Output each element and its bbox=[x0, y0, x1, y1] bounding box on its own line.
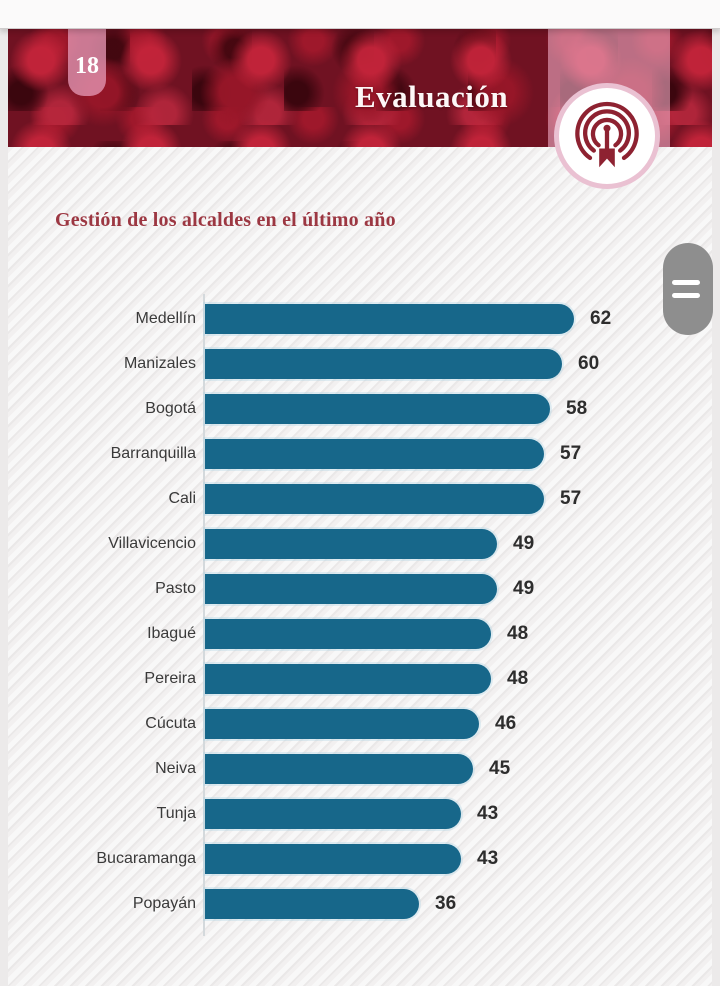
chart-row: Popayán 36 bbox=[8, 881, 712, 926]
bar bbox=[205, 573, 497, 604]
chart-row: Manizales 60 bbox=[8, 341, 712, 386]
bar-label: Medellín bbox=[135, 309, 196, 327]
poll-target-icon-svg bbox=[575, 101, 639, 168]
page-number-tab: 18 bbox=[68, 29, 106, 96]
bar bbox=[205, 843, 461, 874]
chart-row: Bucaramanga 43 bbox=[8, 836, 712, 881]
bar-value: 48 bbox=[507, 622, 529, 644]
bar-value: 57 bbox=[560, 442, 582, 464]
bar bbox=[205, 888, 419, 919]
report-page: 18 Evaluación Gestión de los alcaldes en… bbox=[8, 29, 712, 986]
bar bbox=[205, 753, 473, 784]
bar bbox=[205, 348, 562, 379]
bar-label: Barranquilla bbox=[110, 444, 196, 462]
bar-label: Ibagué bbox=[147, 624, 196, 642]
chart-row: Ibagué 48 bbox=[8, 611, 712, 656]
y-axis bbox=[203, 294, 205, 936]
bar bbox=[205, 393, 550, 424]
chart-row: Cali 57 bbox=[8, 476, 712, 521]
bar-value: 43 bbox=[477, 802, 499, 824]
bar-label: Popayán bbox=[132, 894, 196, 912]
bar bbox=[205, 528, 497, 559]
bar-label: Bogotá bbox=[145, 399, 196, 417]
previous-page-edge bbox=[0, 0, 720, 29]
chart-row: Villavicencio 49 bbox=[8, 521, 712, 566]
handle-line bbox=[672, 293, 700, 298]
chart-row: Pereira 48 bbox=[8, 656, 712, 701]
bar bbox=[205, 798, 461, 829]
chart-title: Gestión de los alcaldes en el último año bbox=[55, 209, 396, 231]
header-banner: 18 Evaluación bbox=[8, 29, 712, 189]
bar-value: 46 bbox=[495, 712, 517, 734]
chart-row: Pasto 49 bbox=[8, 566, 712, 611]
chart-row: Barranquilla 57 bbox=[8, 431, 712, 476]
bar-value: 49 bbox=[513, 532, 535, 554]
bar bbox=[205, 663, 491, 694]
bar bbox=[205, 618, 491, 649]
bar-label: Pasto bbox=[155, 579, 196, 597]
bar-value: 43 bbox=[477, 847, 499, 869]
bar-label: Cali bbox=[168, 489, 196, 507]
chart-row: Cúcuta 46 bbox=[8, 701, 712, 746]
page-number: 18 bbox=[75, 53, 99, 79]
bar-value: 36 bbox=[435, 892, 457, 914]
chart-row: Bogotá 58 bbox=[8, 386, 712, 431]
bar-label: Manizales bbox=[123, 354, 196, 372]
bar-label: Bucaramanga bbox=[96, 849, 196, 867]
bar-value: 62 bbox=[590, 307, 612, 329]
bar bbox=[205, 303, 574, 334]
bar bbox=[205, 483, 544, 514]
bar-label: Cúcuta bbox=[145, 714, 196, 732]
bar-chart: Medellín 62 Manizales 60 Bogotá 58 Barranquill… bbox=[8, 294, 712, 936]
bar-value: 60 bbox=[578, 352, 600, 374]
bar-value: 48 bbox=[507, 667, 529, 689]
bar-label: Pereira bbox=[144, 669, 196, 687]
bar bbox=[205, 708, 479, 739]
bar-value: 45 bbox=[489, 757, 511, 779]
bar-label: Villavicencio bbox=[108, 534, 196, 552]
page-title: Evaluación bbox=[355, 79, 509, 114]
bar-value: 49 bbox=[513, 577, 535, 599]
handle-line bbox=[672, 280, 700, 285]
bar bbox=[205, 438, 544, 469]
bar-value: 58 bbox=[566, 397, 588, 419]
bar-label: Neiva bbox=[155, 759, 196, 777]
bar-value: 57 bbox=[560, 487, 582, 509]
chart-row: Medellín 62 bbox=[8, 296, 712, 341]
chart-row: Tunja 43 bbox=[8, 791, 712, 836]
poll-target-icon bbox=[554, 83, 660, 189]
chart-row: Neiva 45 bbox=[8, 746, 712, 791]
bar-label: Tunja bbox=[156, 804, 196, 822]
drag-handle-icon[interactable] bbox=[663, 243, 713, 335]
